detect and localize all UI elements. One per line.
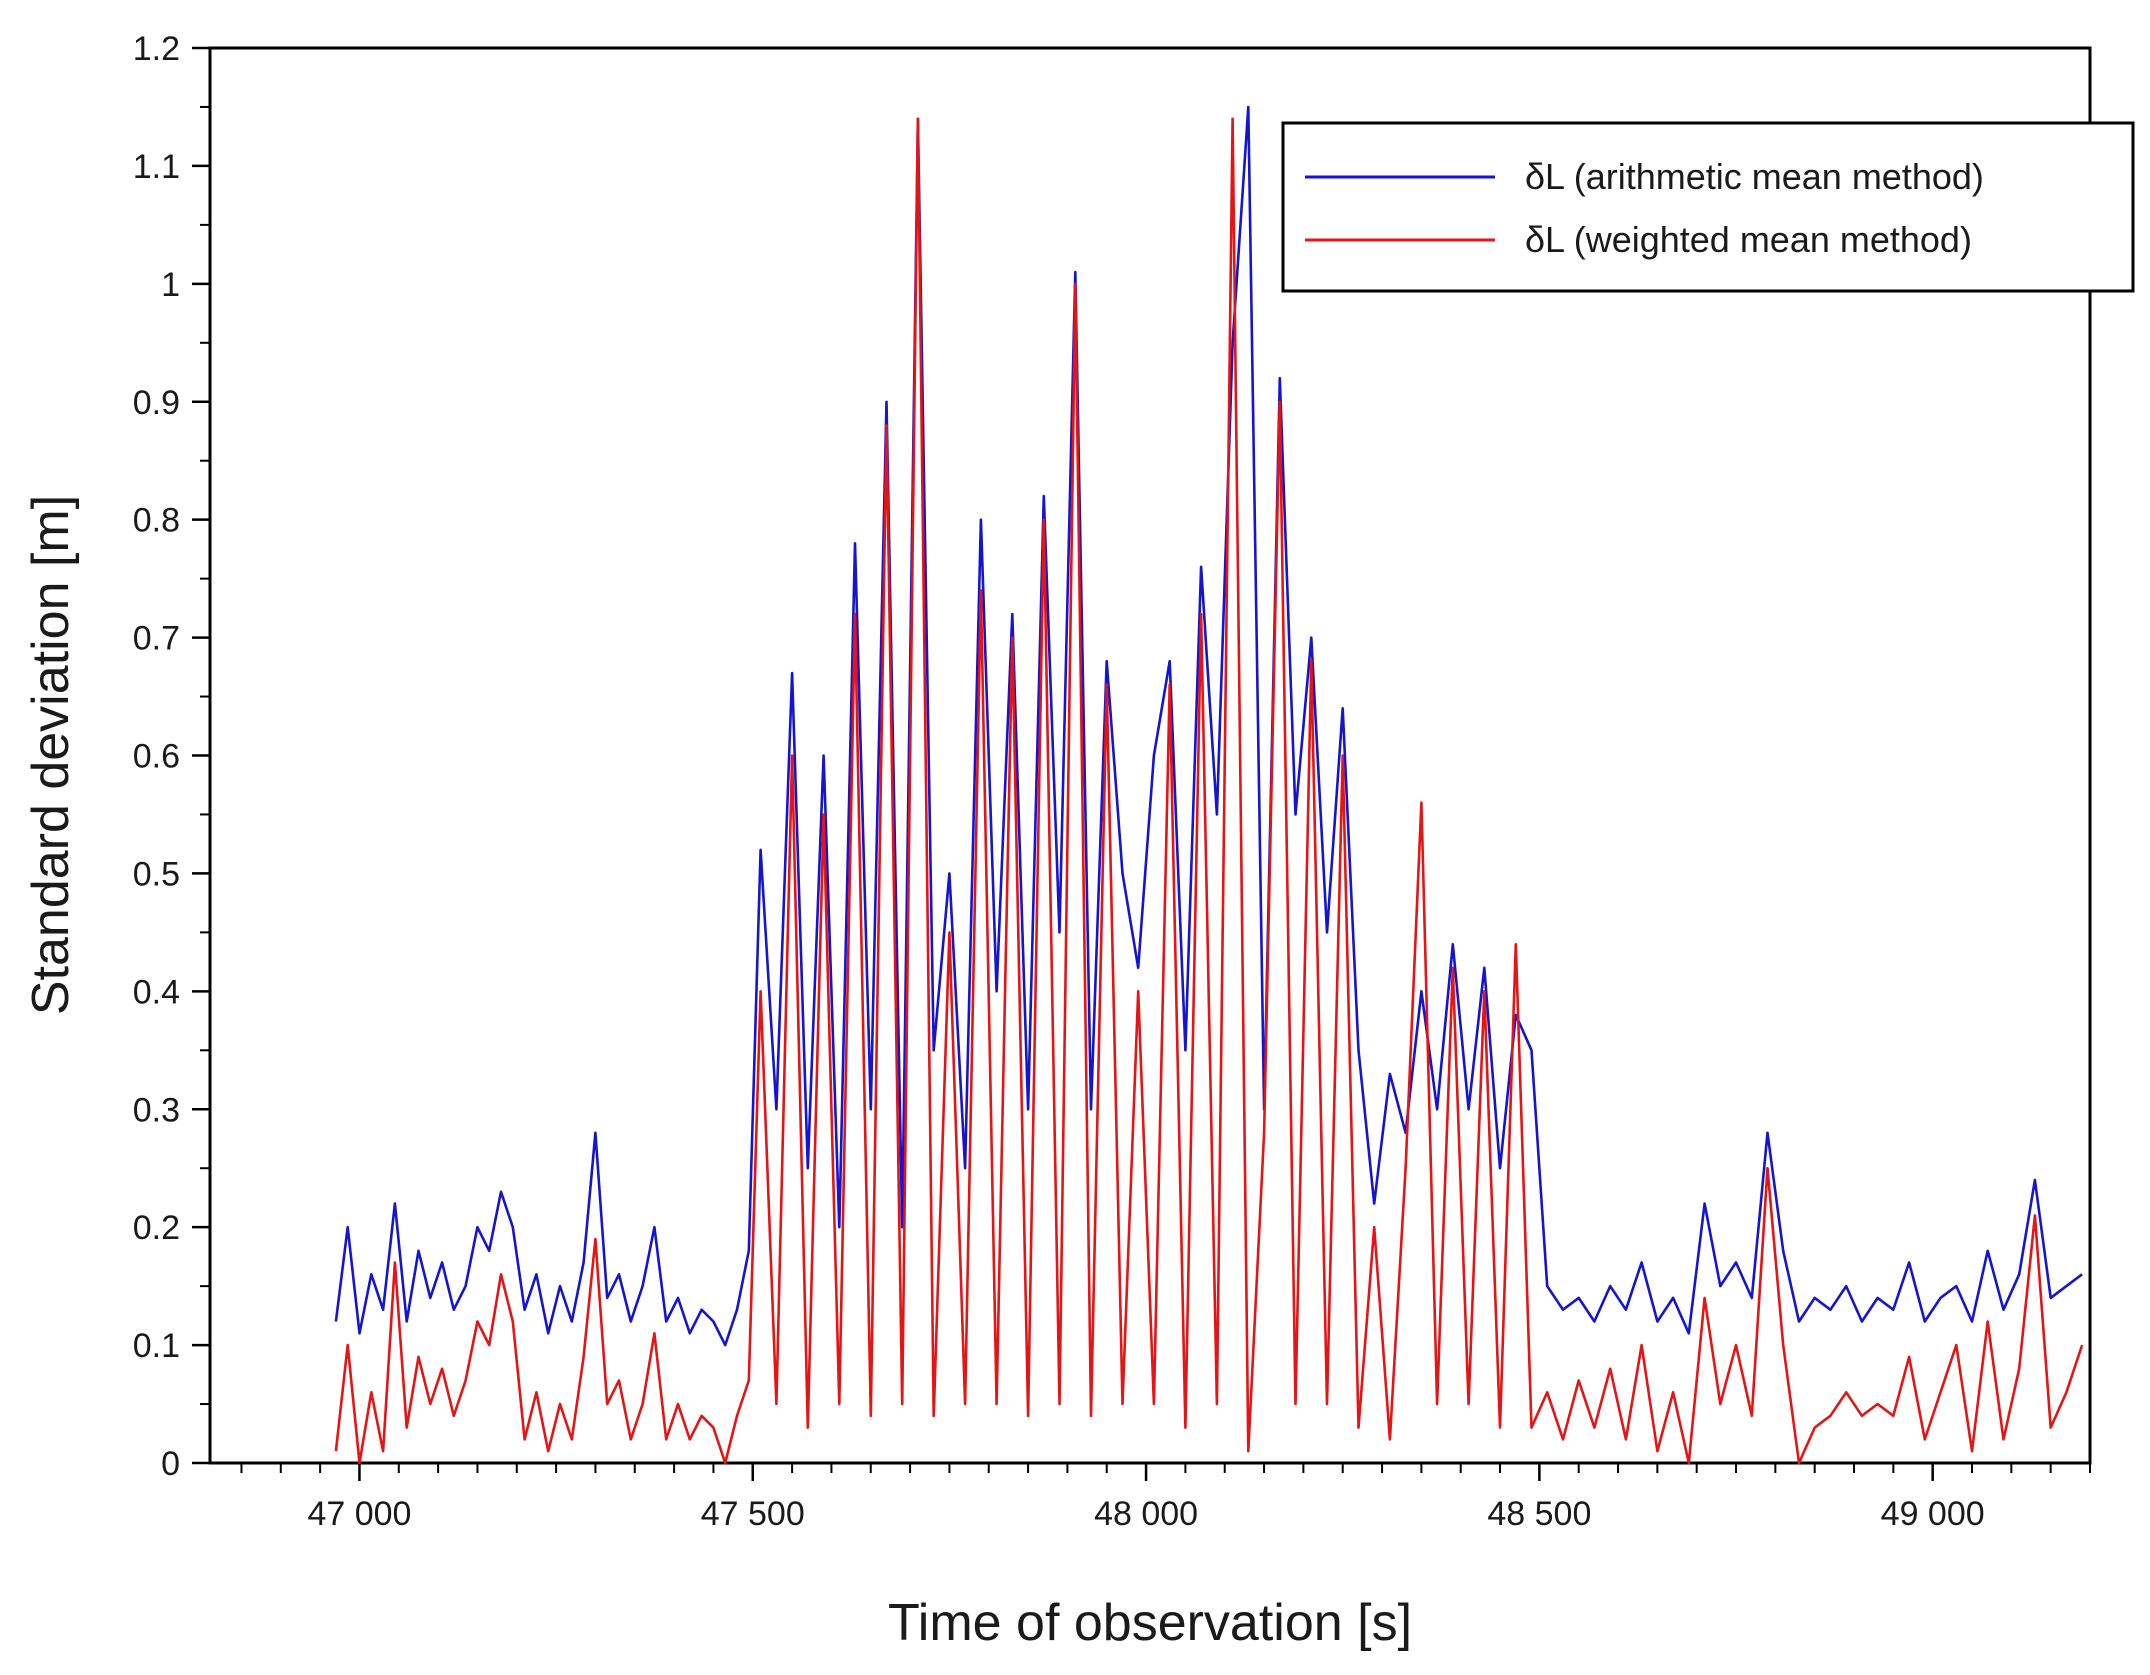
y-tick-label: 0.8 [133, 502, 180, 540]
y-tick-label: 0.2 [133, 1209, 180, 1247]
x-axis: 47 000 47 500 48 000 48 500 49 000 [240, 1463, 2091, 1533]
series-line-arithmetic [334, 105, 2083, 1347]
series-group [334, 105, 2084, 1465]
x-axis-title: Time of observation [s] [888, 1594, 1412, 1652]
y-tick-label: 0.9 [133, 384, 180, 422]
legend-box [1281, 121, 2135, 293]
legend-label-arithmetic: δL (arithmetic mean method) [1525, 156, 1984, 197]
y-tick-label: 0.3 [133, 1091, 180, 1129]
legend: δL (arithmetic mean method) δL (weighted… [1281, 121, 2135, 293]
y-tick-label: 0.5 [133, 855, 180, 893]
y-axis-title: Standard deviation [m] [22, 495, 80, 1015]
y-tick-label: 0.1 [133, 1327, 180, 1365]
y-tick-label: 0.7 [133, 620, 180, 658]
series-line-weighted [334, 117, 2084, 1465]
y-tick-label: 0 [161, 1445, 180, 1483]
y-tick-label: 0.6 [133, 738, 180, 776]
y-tick-label: 1.2 [133, 30, 180, 68]
y-tick-label: 0.4 [133, 973, 180, 1011]
y-tick-label: 1 [161, 266, 180, 304]
legend-label-weighted: δL (weighted mean method) [1525, 219, 1972, 260]
x-tick-label: 47 500 [701, 1495, 805, 1533]
y-axis: 0 0.1 0.2 0.3 0.4 0.5 0.6 0.7 0.8 0.9 1 1.1 1.2 [133, 30, 210, 1483]
x-tick-label: 49 000 [1881, 1495, 1985, 1533]
y-tick-label: 1.1 [133, 148, 180, 186]
x-tick-label: 47 000 [307, 1495, 411, 1533]
x-tick-label: 48 500 [1487, 1495, 1591, 1533]
x-tick-label: 48 000 [1094, 1495, 1198, 1533]
